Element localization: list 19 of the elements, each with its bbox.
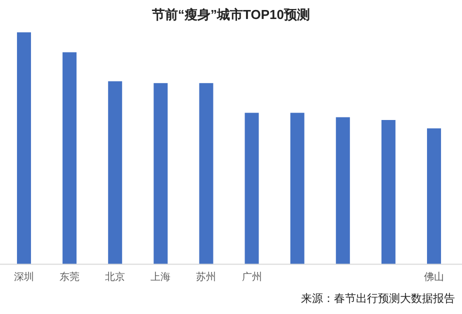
bar <box>381 120 396 264</box>
x-tick-label: 佛山 <box>424 271 444 283</box>
chart-title: 节前“瘦身”城市TOP10预测 <box>151 7 310 22</box>
bar <box>199 83 214 264</box>
x-tick-label: 上海 <box>150 271 171 283</box>
x-tick-label: 东莞 <box>60 271 80 283</box>
bar <box>336 117 350 264</box>
source-note: 来源：春节出行预测大数据报告 <box>301 292 455 305</box>
bar <box>244 112 259 264</box>
bar <box>62 52 77 264</box>
bar <box>16 32 31 264</box>
bar <box>154 83 168 264</box>
x-tick-label: 广州 <box>242 271 262 283</box>
x-tick-label: 北京 <box>105 271 126 283</box>
x-tick-label: 深圳 <box>14 271 34 283</box>
bar <box>108 81 122 264</box>
x-tick-label: 苏州 <box>196 271 216 283</box>
bar <box>290 112 304 264</box>
bar <box>427 128 442 264</box>
